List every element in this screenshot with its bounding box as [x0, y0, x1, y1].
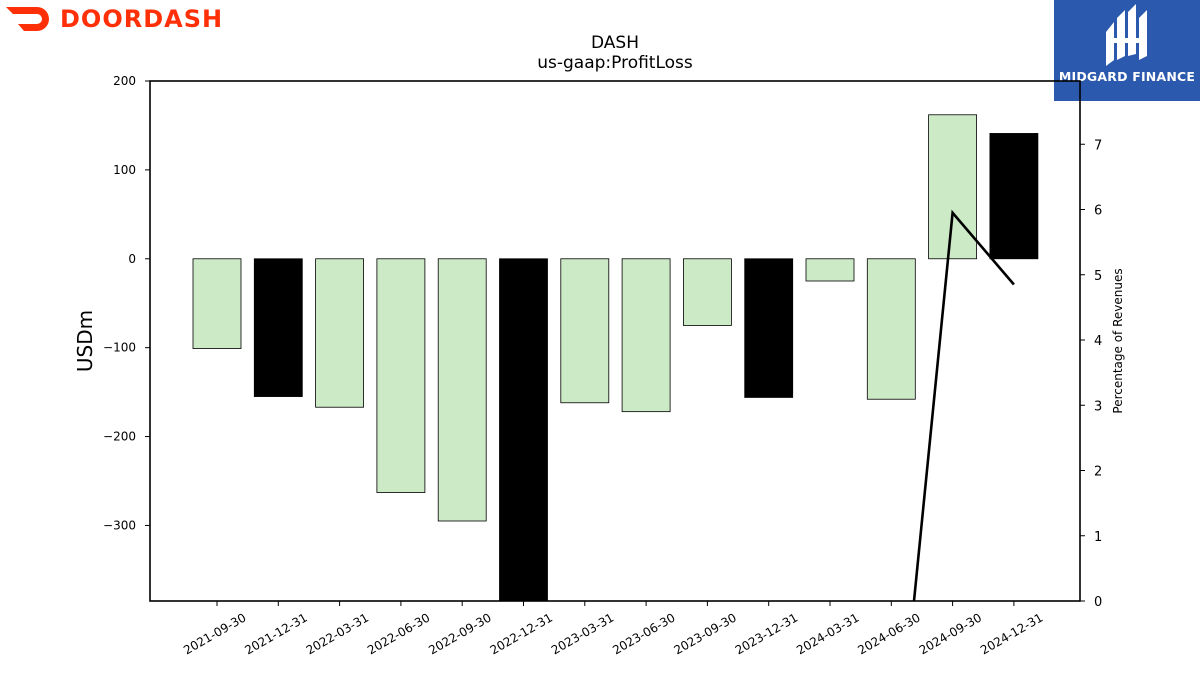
y2-axis-label: Percentage of Revenues: [1111, 268, 1125, 413]
x-tick-label: 2022-03-31: [304, 610, 371, 657]
bar-2023-03-31: [560, 258, 610, 404]
x-tick-label: 2024-12-31: [978, 610, 1045, 657]
x-tick-label: 2021-12-31: [242, 610, 309, 657]
x-tick-label: 2022-09-30: [426, 610, 493, 657]
x-tick-label: 2024-09-30: [917, 610, 984, 657]
y2-tick-label: 5: [1094, 269, 1102, 284]
y2-tick-label: 3: [1094, 399, 1102, 414]
x-tick-label: 2023-09-30: [671, 610, 738, 657]
midgard-finance-monogram-icon: [1106, 4, 1147, 66]
doordash-wordmark: DOORDASH: [60, 5, 224, 33]
x-tick-label: 2022-06-30: [365, 610, 432, 657]
chart-subtitle: us-gaap:ProfitLoss: [537, 53, 693, 73]
y2-tick-label: 2: [1094, 465, 1102, 480]
bar-2024-09-30: [928, 114, 977, 260]
y-tick-label: 0: [128, 252, 136, 266]
y-axis-label: USDm: [73, 310, 97, 372]
bar-2022-09-30: [437, 258, 487, 522]
bar-2021-09-30: [192, 258, 242, 349]
midgard-finance-logo: MIDGARD FINANCE: [1054, 0, 1200, 101]
bar-2023-12-31: [744, 258, 794, 398]
chart-title: DASH: [591, 33, 639, 53]
doordash-logo: DOORDASH: [4, 4, 223, 34]
y2-tick-label: 7: [1094, 138, 1102, 153]
y-tick-label: −100: [103, 341, 136, 355]
x-tick-label: 2023-12-31: [733, 610, 800, 657]
bar-2021-12-31: [253, 258, 303, 397]
y2-tick-label: 1: [1094, 530, 1102, 545]
y2-tick-label: 6: [1094, 204, 1102, 219]
plot-frame: [149, 80, 1081, 602]
x-tick-label: 2021-09-30: [181, 610, 248, 657]
x-tick-label: 2023-06-30: [610, 610, 677, 657]
y-tick-label: −200: [103, 430, 136, 444]
y-tick-label: 100: [113, 163, 136, 177]
bar-2023-09-30: [683, 258, 732, 326]
x-tick-label: 2022-12-31: [488, 610, 555, 657]
bar-2024-06-30: [866, 258, 916, 400]
bar-2023-06-30: [621, 258, 671, 413]
y2-tick-label: 4: [1094, 334, 1102, 349]
y-tick-label: −300: [103, 518, 136, 532]
x-tick-label: 2024-06-30: [855, 610, 922, 657]
y2-tick-label: 0: [1094, 595, 1102, 610]
bar-2024-03-31: [805, 258, 855, 282]
percentage-of-revenues-line: [912, 209, 1015, 602]
doordash-dash-icon: [6, 7, 49, 31]
bar-2024-12-31: [989, 133, 1039, 260]
bar-2022-06-30: [376, 258, 426, 493]
y-tick-label: 200: [113, 74, 136, 88]
bar-2022-12-31: [499, 258, 548, 602]
x-tick-label: 2024-03-31: [794, 610, 861, 657]
bar-2022-03-31: [315, 258, 365, 408]
x-tick-label: 2023-03-31: [549, 610, 616, 657]
midgard-finance-wordmark: MIDGARD FINANCE: [1058, 69, 1196, 84]
